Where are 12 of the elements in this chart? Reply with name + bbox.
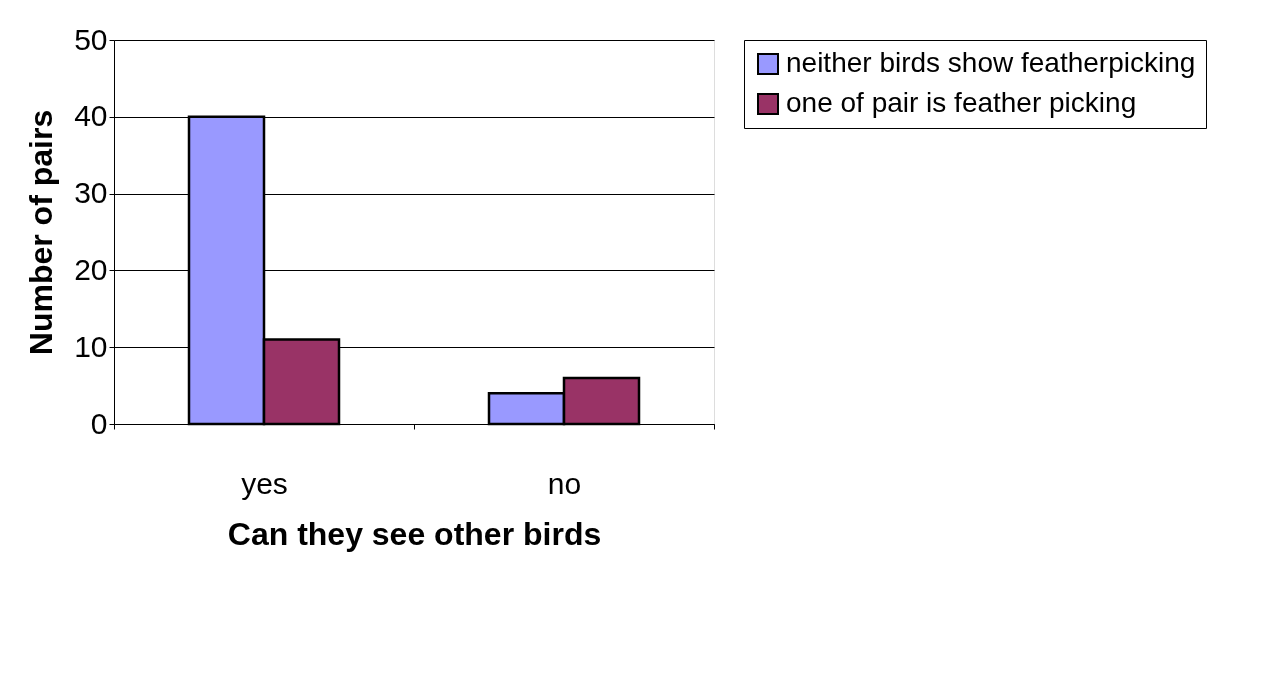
y-tick-label: 20 xyxy=(74,252,108,286)
y-tick-label: 40 xyxy=(74,99,108,133)
legend-label: one of pair is feather picking xyxy=(786,87,1137,118)
y-tick-label: 10 xyxy=(74,329,108,363)
x-axis-title: Can they see other birds xyxy=(227,515,602,552)
x-tick-label: yes xyxy=(241,466,288,500)
y-axis-title: Number of pairs xyxy=(23,109,60,356)
y-tick-label: 50 xyxy=(74,22,108,56)
y-tick-label: 0 xyxy=(90,406,108,440)
x-tick-label: no xyxy=(547,466,582,500)
y-tick-label: 30 xyxy=(74,176,108,210)
legend-label: neither birds show featherpicking xyxy=(786,47,1196,78)
